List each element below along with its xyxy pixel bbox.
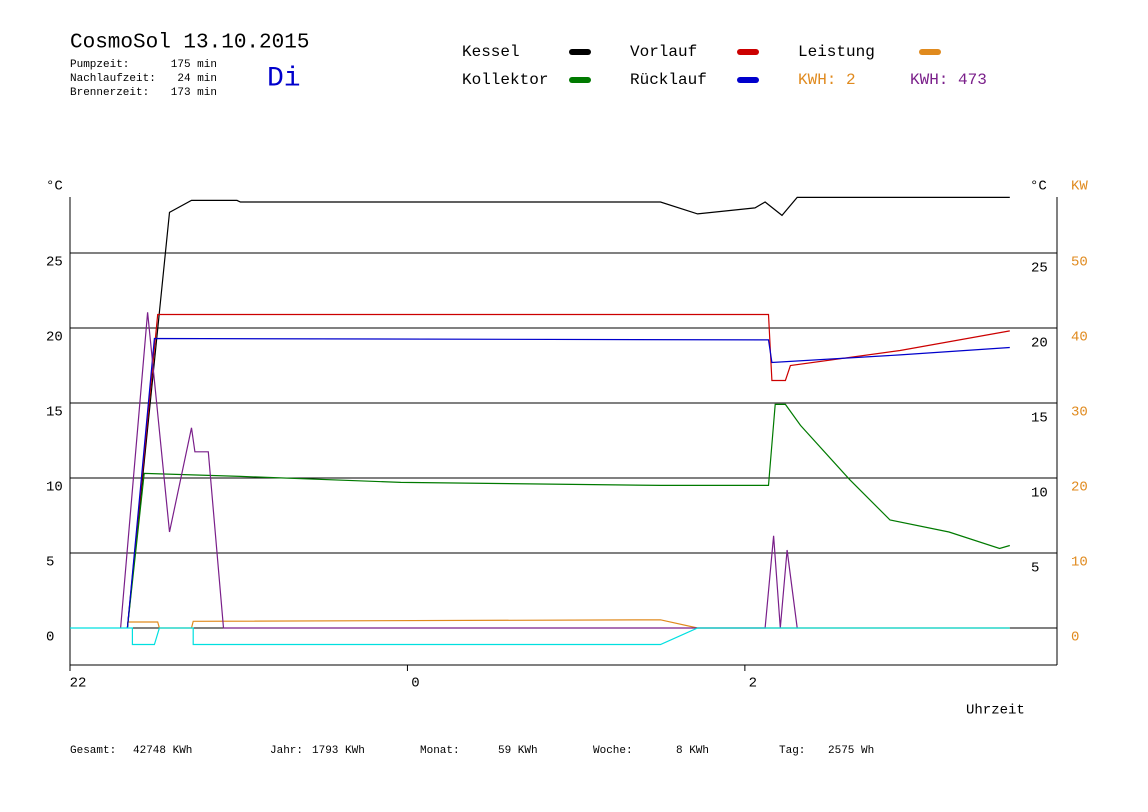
x-axis-label: Uhrzeit (966, 703, 1025, 719)
footer-value: 8 KWh (676, 745, 709, 757)
y-tick-label: 0 (46, 630, 54, 646)
series-line (127, 619, 1010, 629)
x-tick-label: 22 (70, 676, 87, 692)
series-line (120, 312, 798, 629)
series-line (126, 403, 1010, 629)
y-tick-label: 10 (46, 480, 63, 496)
y-tick-label: 20 (46, 330, 63, 346)
series-line (70, 627, 1010, 646)
chart-title: CosmoSol 13.10.2015 (70, 32, 309, 55)
legend-label: Kessel (462, 43, 520, 61)
legend-label: Kollektor (462, 71, 548, 89)
stat-label: Brennerzeit: (70, 87, 149, 99)
footer-label: Woche: (593, 745, 633, 757)
stat-value: 24 min (177, 73, 217, 85)
legend-note: KWH: 2 (798, 71, 856, 89)
legend-label: KWH: 473 (910, 71, 987, 89)
y2-tick-label: 20 (1071, 480, 1088, 496)
series-line (126, 196, 1010, 629)
y2-unit: KW (1071, 179, 1088, 195)
footer-value: 59 KWh (498, 745, 538, 757)
y-tick-label: 25 (46, 255, 63, 271)
series-line (126, 313, 1010, 629)
stat-label: Pumpzeit: (70, 59, 129, 71)
y2-tick-label: 40 (1071, 330, 1088, 346)
y2-tick-label: 0 (1071, 630, 1079, 646)
footer-value: 42748 KWh (133, 745, 192, 757)
stat-label: Nachlaufzeit: (70, 73, 156, 85)
footer-label: Monat: (420, 745, 460, 757)
legend-label: Leistung (798, 43, 875, 61)
footer-value: 1793 KWh (312, 745, 365, 757)
legend-label: Vorlauf (630, 43, 697, 61)
day-label: Di (267, 63, 301, 94)
footer-label: Gesamt: (70, 745, 116, 757)
y-right-tick-label: 25 (1031, 261, 1048, 277)
stat-value: 173 min (171, 87, 217, 99)
stat-value: 175 min (171, 59, 217, 71)
y2-tick-label: 50 (1071, 255, 1088, 271)
footer-value: 2575 Wh (828, 745, 874, 757)
x-tick-label: 2 (749, 676, 757, 692)
series-line (126, 337, 1010, 629)
y-tick-label: 5 (46, 555, 54, 571)
y-unit-left: °C (46, 179, 63, 195)
footer-label: Tag: (779, 745, 805, 757)
y2-tick-label: 30 (1071, 405, 1088, 421)
footer-label: Jahr: (270, 745, 303, 757)
y-right-tick-label: 15 (1031, 411, 1048, 427)
y-right-tick-label: 10 (1031, 486, 1048, 502)
x-tick-label: 0 (411, 676, 419, 692)
y-tick-label: 15 (46, 405, 63, 421)
y-right-tick-label: 5 (1031, 561, 1039, 577)
y2-tick-label: 10 (1071, 555, 1088, 571)
legend-label: Rücklauf (630, 71, 707, 89)
y-right-tick-label: 20 (1031, 336, 1048, 352)
y-unit-right: °C (1030, 179, 1047, 195)
